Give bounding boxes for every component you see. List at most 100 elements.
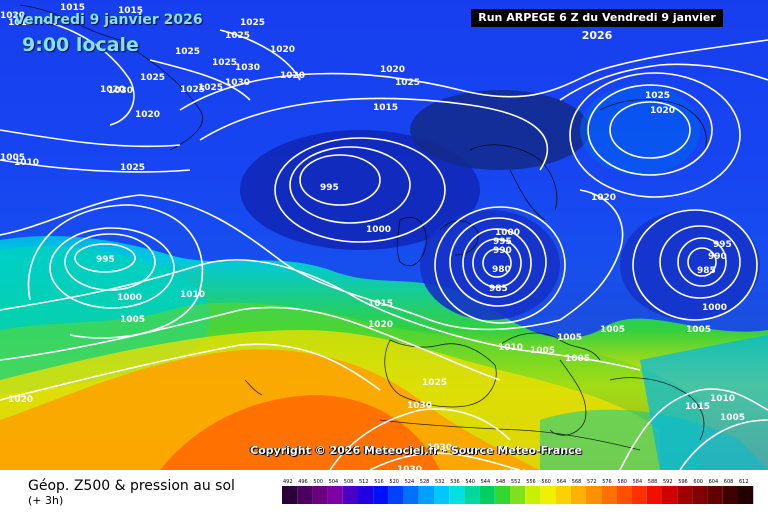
legend-swatch bbox=[297, 486, 313, 504]
legend-swatch bbox=[738, 486, 754, 504]
isobar-label: 1000 bbox=[117, 293, 142, 303]
isobar bbox=[299, 154, 381, 206]
legend-swatch bbox=[464, 486, 480, 504]
isobar-label: 1030 bbox=[235, 63, 260, 73]
isobar bbox=[49, 227, 175, 309]
legend-value-label: 516 bbox=[374, 479, 384, 485]
legend-value-label: 496 bbox=[298, 479, 308, 485]
isobar-label: 1015 bbox=[118, 6, 143, 16]
isobar-label: 1015 bbox=[373, 103, 398, 113]
isobar-label: 1010 bbox=[710, 394, 735, 404]
isobar-label: 1025 bbox=[395, 78, 420, 88]
legend-value-label: 596 bbox=[678, 479, 688, 485]
low-pressure-area bbox=[420, 210, 560, 320]
isobar-label: 1025 bbox=[140, 73, 165, 83]
isobar-label: 1020 bbox=[280, 71, 305, 81]
legend-value-label: 560 bbox=[541, 479, 551, 485]
legend-value-label: 584 bbox=[633, 479, 643, 485]
color-scale-legend: 492 496 500 504 508 512 516 520 524 528 532 536 540 5… bbox=[282, 479, 754, 504]
isobar bbox=[619, 388, 768, 470]
isobar-label: 1010 bbox=[180, 290, 205, 300]
legend-swatch bbox=[631, 486, 647, 504]
isobar-label: 980 bbox=[492, 265, 511, 275]
legend-value-label: 544 bbox=[481, 479, 491, 485]
isobar-label: 1025 bbox=[225, 31, 250, 41]
isobar-label: 1005 bbox=[600, 325, 625, 335]
isobar-label: 1020 bbox=[591, 193, 616, 203]
legend-swatch bbox=[373, 486, 389, 504]
legend-value-label: 576 bbox=[602, 479, 612, 485]
isobar bbox=[329, 408, 511, 470]
legend-swatch bbox=[525, 486, 541, 504]
isobar-label: 1020 bbox=[8, 395, 33, 405]
legend-swatch bbox=[555, 486, 571, 504]
legend-swatch bbox=[403, 486, 419, 504]
legend-value-label: 524 bbox=[405, 479, 415, 485]
isobar-label: 1000 bbox=[702, 303, 727, 313]
legend-value-label: 512 bbox=[359, 479, 369, 485]
isobar-label: 1025 bbox=[240, 18, 265, 28]
forecast-time: 9:00 locale bbox=[22, 34, 139, 56]
isobar-label: 1020 bbox=[100, 85, 125, 95]
isobar-label: 995 bbox=[493, 237, 512, 247]
legend-swatch bbox=[692, 486, 708, 504]
isobar bbox=[559, 189, 624, 321]
legend-swatch bbox=[677, 486, 693, 504]
azores-coast bbox=[244, 379, 263, 396]
isobar-label: 1000 bbox=[495, 228, 520, 238]
run-banner: Run ARPEGE 6 Z du Vendredi 9 janvier 202… bbox=[471, 9, 723, 42]
legend-swatch bbox=[707, 486, 723, 504]
legend-value-label: 500 bbox=[313, 479, 323, 485]
low-pressure-area bbox=[620, 210, 760, 320]
isobar bbox=[369, 452, 521, 470]
isobar-label: 1010 bbox=[14, 158, 39, 168]
isobar-labels: 1020 101510251020102510251020103010251025… bbox=[0, 3, 745, 470]
legend-swatch bbox=[540, 486, 556, 504]
france-coast bbox=[499, 332, 601, 361]
forecast-map-canvas: 1020 101510251020102510251020103010251025… bbox=[0, 0, 768, 470]
legend-value-label: 532 bbox=[435, 479, 445, 485]
legend-value-label: 556 bbox=[526, 479, 536, 485]
isobars bbox=[0, 19, 768, 470]
isobar-label: 1000 bbox=[366, 225, 391, 235]
legend-value-label: 520 bbox=[389, 479, 399, 485]
isobar-label: 1030 bbox=[108, 86, 133, 96]
isobar-label: 1005 bbox=[0, 153, 25, 163]
low-pressure-area bbox=[240, 130, 480, 250]
isobar-label: 1015 bbox=[368, 299, 393, 309]
legend-value-label: 592 bbox=[663, 479, 673, 485]
isobar-label: 995 bbox=[96, 255, 115, 265]
balkans-coast bbox=[609, 377, 705, 441]
legend-swatch bbox=[722, 486, 738, 504]
legend-swatch bbox=[616, 486, 632, 504]
isobar bbox=[609, 101, 691, 159]
isobar-label: 1020 bbox=[368, 320, 393, 330]
italy-coast bbox=[549, 359, 587, 436]
isobar-label: 1030 bbox=[427, 443, 452, 453]
isobar-label: 1020 bbox=[135, 110, 160, 120]
isobar-label: 990 bbox=[493, 246, 512, 256]
isobar-label: 995 bbox=[713, 240, 732, 250]
isobar-label: 1005 bbox=[557, 333, 582, 343]
isobar bbox=[179, 39, 768, 111]
isobar bbox=[274, 137, 446, 243]
isobar-label: 1025 bbox=[212, 58, 237, 68]
isobar bbox=[149, 59, 251, 101]
isobar bbox=[219, 29, 301, 81]
isobar bbox=[482, 248, 512, 278]
isobar-label: 1030 bbox=[397, 465, 422, 470]
legend-value-label: 528 bbox=[420, 479, 430, 485]
isobar-label: 1025 bbox=[198, 83, 223, 93]
legend-value-label: 568 bbox=[572, 479, 582, 485]
isobar bbox=[0, 159, 191, 173]
legend-value-label: 580 bbox=[617, 479, 627, 485]
legend-swatch bbox=[449, 486, 465, 504]
isobar-label: 985 bbox=[697, 266, 716, 276]
cool-air-mass bbox=[640, 335, 768, 470]
legend-swatch bbox=[388, 486, 404, 504]
isobar-label: 1005 bbox=[530, 346, 555, 356]
isobar bbox=[687, 247, 717, 277]
map-title: Géop. Z500 & pression au sol bbox=[28, 478, 235, 494]
isobar-label: 1005 bbox=[565, 354, 590, 364]
isobar-label: 1020 bbox=[380, 65, 405, 75]
